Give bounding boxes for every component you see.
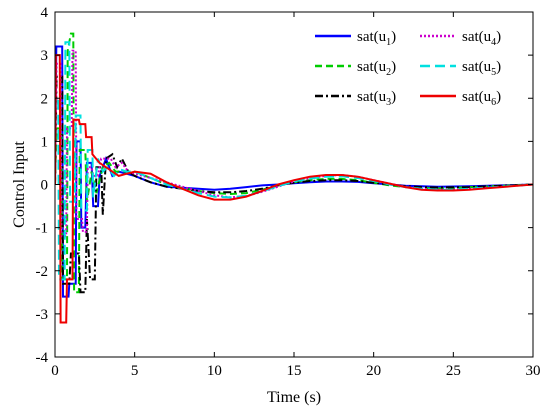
legend-label-u4: sat(u4) (462, 29, 501, 48)
legend-label-u1: sat(u1) (357, 29, 396, 48)
y-tick-label: 0 (41, 178, 49, 194)
legend-label-u6: sat(u6) (462, 89, 501, 108)
series-line-u6 (55, 54, 533, 324)
y-tick-label: 2 (41, 91, 49, 107)
series-line-u5 (55, 41, 533, 281)
legend: sat(u1) sat(u2) sat(u3) sat(u4) sat(u5) sat(u… (315, 29, 501, 108)
x-tick-label: 30 (526, 363, 541, 379)
x-tick-label: 25 (446, 363, 461, 379)
y-tick-label: -1 (36, 221, 49, 237)
y-tick-label: 4 (41, 5, 49, 21)
x-tick-label: 10 (207, 363, 222, 379)
y-axis-label: Control Input (11, 141, 28, 228)
series-line-u3 (55, 75, 533, 294)
y-tick-label: -4 (36, 350, 49, 366)
y-tick-label: 3 (41, 48, 49, 64)
series-lines (55, 32, 533, 324)
y-tick-label: -3 (36, 307, 49, 323)
y-tick-label: 1 (41, 134, 49, 150)
x-tick-label: 5 (131, 363, 139, 379)
series-line-u4 (55, 49, 533, 238)
legend-label-u2: sat(u2) (357, 59, 396, 78)
plot-area: 0 5 10 15 20 25 30-4-3-2-101234sat(u1)sat(u2)s… (36, 5, 541, 379)
legend-label-u5: sat(u5) (462, 59, 501, 78)
x-tick-label: 20 (366, 363, 381, 379)
x-tick-label: 15 (287, 363, 302, 379)
y-tick-label: -2 (36, 264, 49, 280)
x-axis-label: Time (s) (267, 389, 321, 406)
legend-label-u3: sat(u3) (357, 89, 396, 108)
x-tick-label: 0 (51, 363, 59, 379)
